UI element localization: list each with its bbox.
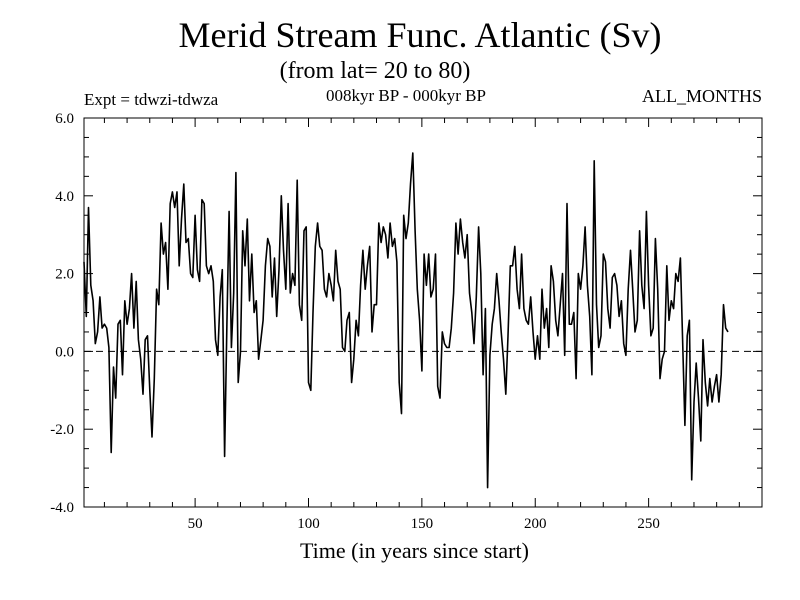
x-tick-label: 200 bbox=[524, 516, 547, 532]
x-tick-label: 50 bbox=[188, 516, 203, 532]
period-label: 008kyr BP - 000kyr BP bbox=[326, 86, 486, 105]
y-tick-label: -2.0 bbox=[50, 422, 74, 438]
axis-ticks bbox=[84, 117, 762, 508]
tick-labels: 50 100 150 200 250 -4.0 -2.0 0.0 2.0 4.0 6.0 bbox=[50, 111, 660, 532]
chart-subtitle: (from lat= 20 to 80) bbox=[279, 58, 471, 84]
experiment-label: Expt = tdwzi-tdwza bbox=[84, 90, 219, 109]
y-tick-label: -4.0 bbox=[50, 500, 74, 516]
months-label: ALL_MONTHS bbox=[642, 86, 762, 106]
x-tick-label: 100 bbox=[297, 516, 320, 532]
y-tick-label: 2.0 bbox=[55, 267, 74, 283]
y-tick-label: 6.0 bbox=[55, 111, 74, 127]
y-tick-label: 0.0 bbox=[55, 344, 74, 360]
chart-title: Merid Stream Func. Atlantic (Sv) bbox=[178, 15, 662, 55]
series-line bbox=[83, 152, 729, 489]
x-tick-label: 150 bbox=[411, 516, 434, 532]
x-tick-label: 250 bbox=[637, 516, 660, 532]
y-tick-label: 4.0 bbox=[55, 189, 74, 205]
x-axis-title: Time (in years since start) bbox=[300, 538, 529, 563]
plot-frame bbox=[83, 117, 763, 508]
